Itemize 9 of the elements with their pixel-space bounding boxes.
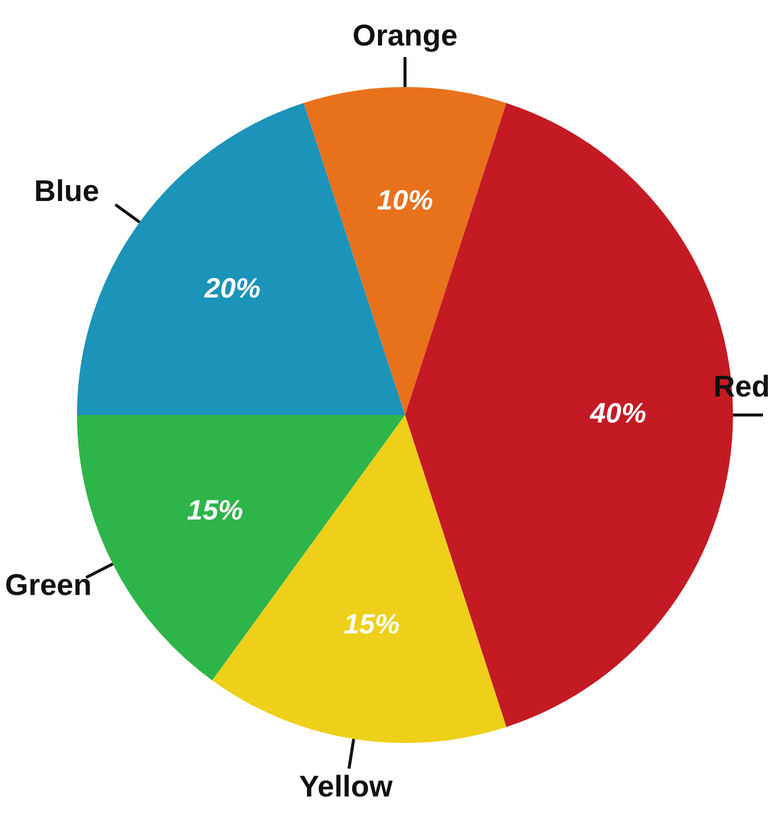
data-label: 15% (344, 608, 400, 640)
slice-label: Yellow (299, 770, 394, 804)
slice-label: Green (4, 568, 92, 602)
data-label: 20% (203, 272, 261, 304)
data-label: 40% (589, 398, 646, 429)
slice-label: Blue (34, 175, 100, 208)
data-label: 15% (187, 494, 244, 526)
data-label: 10% (376, 184, 434, 216)
slice-label: Orange (352, 19, 458, 52)
